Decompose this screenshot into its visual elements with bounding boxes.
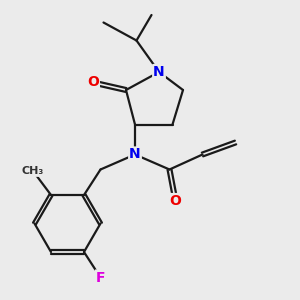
Text: O: O bbox=[169, 194, 181, 208]
Text: CH₃: CH₃ bbox=[22, 166, 44, 176]
Text: N: N bbox=[129, 148, 141, 161]
Text: F: F bbox=[96, 271, 105, 284]
Text: O: O bbox=[87, 76, 99, 89]
Text: N: N bbox=[153, 65, 165, 79]
